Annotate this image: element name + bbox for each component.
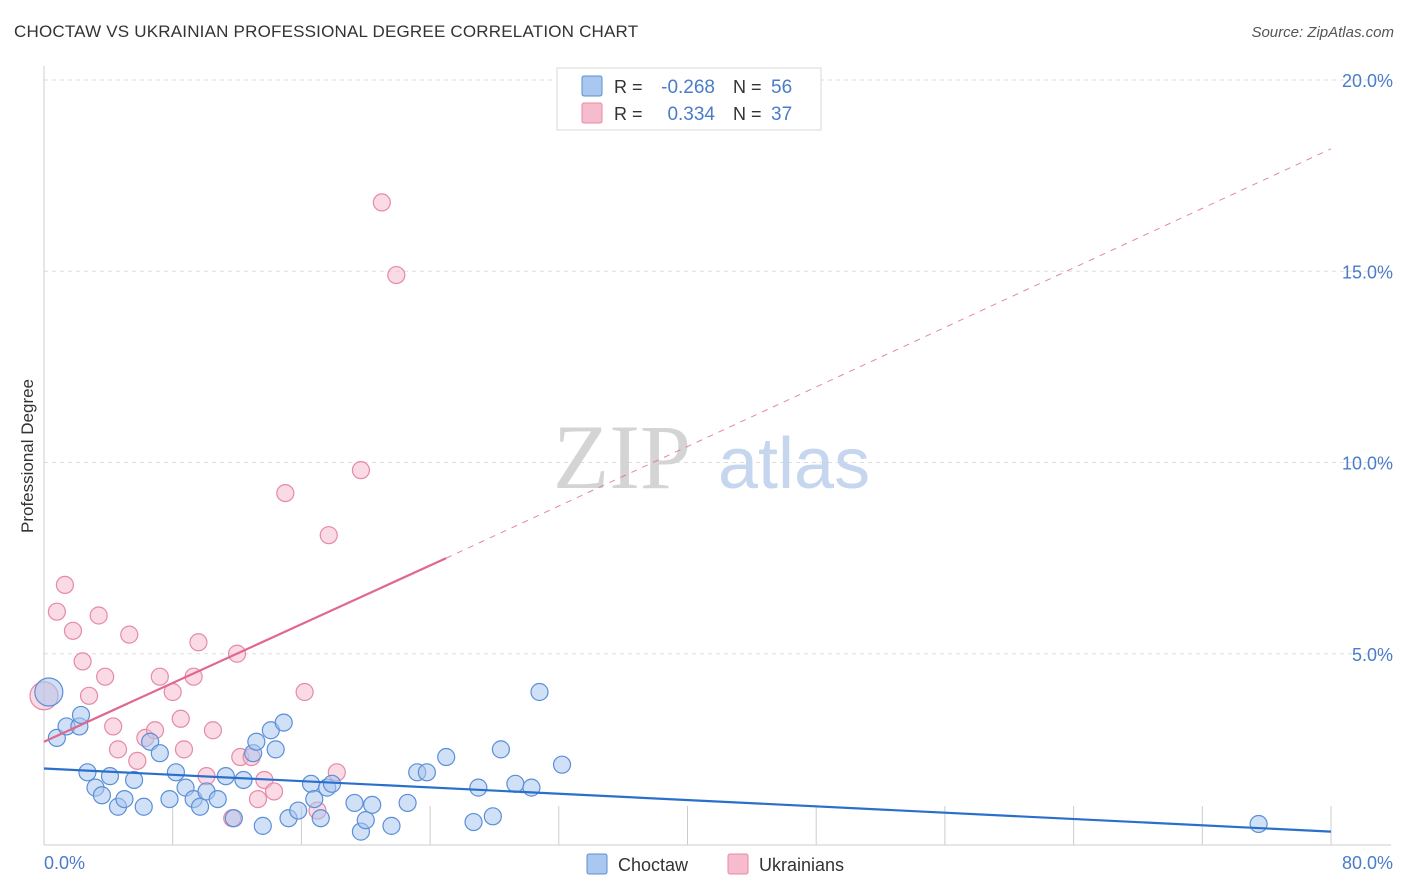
choctaw-point [491, 740, 510, 759]
choctaw-point [208, 789, 227, 809]
choctaw-point [100, 767, 120, 786]
ukrainians-point [73, 652, 92, 671]
choctaw-point [224, 809, 243, 828]
watermark: ZIP atlas [553, 406, 870, 508]
legend-swatch [581, 102, 603, 124]
choctaw-point [71, 705, 91, 725]
chart-title: CHOCTAW VS UKRAINIAN PROFESSIONAL DEGREE… [14, 22, 639, 41]
ukrainians-point [174, 740, 194, 759]
choctaw-point [150, 744, 169, 763]
legend-n-value: 37 [771, 104, 792, 125]
choctaw-point [160, 789, 179, 809]
choctaw-trend-line [43, 767, 1332, 833]
choctaw-point [1249, 814, 1268, 834]
legend-n-label: N = [733, 77, 762, 97]
ukrainians-point [264, 782, 284, 801]
choctaw-point [266, 740, 285, 759]
ukrainians-trend-line [43, 557, 447, 743]
tick-labels: 5.0% 10.0% 15.0% 20.0% 0.0% 80.0% [44, 71, 1393, 873]
ukrainians-point [55, 575, 75, 595]
ukrainians-point [171, 709, 190, 728]
choctaw-point [124, 770, 144, 790]
watermark-atlas: atlas [718, 424, 870, 504]
ukrainians-trend-extension [445, 148, 1332, 559]
watermark-zip: ZIP [553, 406, 691, 508]
ukrainians-point [319, 526, 338, 545]
choctaw-point [345, 793, 364, 813]
ukrainians-point [104, 717, 123, 736]
legend-r-value: -0.268 [661, 77, 715, 98]
grid [44, 79, 1391, 655]
choctaw-point [417, 763, 436, 782]
choctaw-point [305, 789, 324, 809]
choctaw-point [552, 755, 572, 774]
legend: R = -0.268 N = 56 R = 0.334 N = 37 [556, 67, 822, 131]
choctaw-point [398, 793, 417, 813]
choctaw-point [92, 786, 112, 805]
x-tick-label: 80.0% [1342, 853, 1393, 873]
choctaw-point [301, 774, 321, 793]
ukrainians-point [108, 740, 128, 759]
ukrainians-point [351, 461, 371, 480]
choctaw-point [234, 770, 253, 790]
legend-swatch [581, 75, 603, 97]
choctaw-point [483, 807, 502, 826]
choctaw-point [134, 797, 153, 816]
legend-r-label: R = [614, 104, 643, 124]
ukrainians-point [248, 789, 268, 809]
ukrainians-point [47, 602, 66, 621]
ukrainians-point [387, 265, 406, 285]
choctaw-point [356, 811, 375, 830]
ukrainians-point [276, 484, 295, 503]
legend-r-label: R = [614, 77, 643, 97]
bottom-legend: Choctaw Ukrainians [586, 853, 844, 875]
choctaw-point [253, 816, 272, 835]
y-tick-label: 15.0% [1342, 262, 1393, 282]
ukrainians-point [79, 686, 99, 705]
choctaw-point [166, 763, 186, 782]
choctaw-point [289, 801, 308, 820]
ukrainians-point [295, 682, 314, 702]
ukrainians-point [150, 667, 169, 686]
ukrainians-point [128, 751, 147, 770]
choctaw-legend-swatch [586, 853, 608, 875]
legend-r-value: 0.334 [667, 104, 715, 125]
choctaw-point [437, 747, 456, 767]
ukrainians-point [203, 721, 223, 740]
choctaw-points [34, 677, 1268, 841]
choctaw-legend-label: Choctaw [618, 855, 689, 875]
choctaw-point [274, 713, 293, 732]
choctaw-point [506, 774, 525, 793]
ukrainians-point [96, 667, 115, 686]
y-tick-label: 20.0% [1342, 71, 1393, 91]
choctaw-point [382, 816, 401, 835]
chart-source: Source: ZipAtlas.com [1251, 24, 1394, 41]
ukrainians-point [89, 606, 108, 625]
choctaw-point [190, 797, 210, 816]
choctaw-point [115, 789, 134, 809]
ukrainians-legend-swatch [727, 853, 749, 875]
ukrainians-point [63, 621, 83, 640]
y-tick-label: 10.0% [1342, 454, 1393, 474]
ukrainians-point [120, 625, 139, 644]
legend-n-value: 56 [771, 77, 792, 98]
legend-n-label: N = [733, 104, 762, 124]
choctaw-point [78, 763, 97, 782]
trend-lines [43, 148, 1332, 833]
ukrainians-point [189, 633, 208, 652]
choctaw-point [469, 778, 488, 797]
choctaw-point [311, 809, 330, 828]
choctaw-point [464, 812, 483, 832]
choctaw-point [530, 682, 549, 702]
ukrainians-point [372, 193, 391, 212]
y-tick-label: 5.0% [1352, 645, 1393, 665]
ukrainians-legend-label: Ukrainians [759, 855, 844, 875]
choctaw-point [363, 795, 382, 814]
choctaw-point [34, 677, 64, 707]
x-tick-label: 0.0% [44, 853, 85, 873]
axes [43, 66, 1391, 846]
choctaw-point [247, 732, 266, 751]
